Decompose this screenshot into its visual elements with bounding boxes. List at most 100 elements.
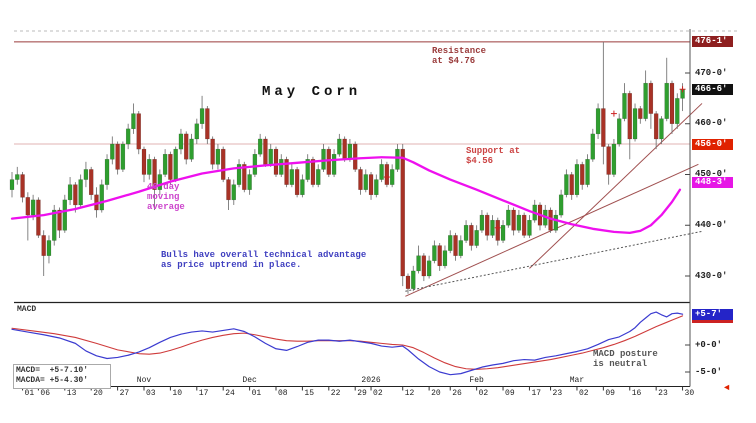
x-tick-label: 02 [373, 389, 383, 398]
candle-body [247, 174, 252, 190]
candle-body [511, 209, 516, 231]
candle-body [437, 245, 442, 267]
x-tick-label: 03 [146, 389, 156, 398]
price-axis-label: 456-0' [692, 138, 733, 150]
x-tick-label: 01 [251, 389, 262, 398]
macd-signal-line [11, 315, 684, 370]
candle-body [395, 148, 400, 170]
candle-body [585, 159, 590, 185]
candle-body [527, 219, 532, 236]
candle-body [405, 275, 411, 289]
candle-body [294, 169, 300, 196]
macd-posture-annotation: MACD posture is neutral [593, 349, 658, 369]
left-arrow-icon[interactable]: ◄ [724, 383, 730, 393]
candle-body [273, 148, 279, 175]
candle-body [379, 164, 384, 180]
candle-body [110, 143, 115, 160]
candle-body [36, 199, 41, 236]
x-month-label: 2026 [361, 376, 381, 385]
x-month-label: Feb [469, 376, 484, 385]
candle-body [57, 209, 62, 231]
candle-body [326, 148, 331, 175]
chart-title: May Corn [262, 84, 362, 100]
x-tick-label: 23 [552, 389, 563, 398]
x-tick-label: 29 [357, 389, 367, 398]
candle-body [231, 184, 236, 201]
price-axis-label: 470-0' [695, 67, 728, 78]
x-tick-label: 26 [452, 389, 462, 398]
x-month-label: Nov [136, 376, 152, 385]
candle-body [321, 148, 326, 170]
candle-body [363, 174, 368, 190]
candle-body [20, 174, 25, 198]
candle-body [168, 153, 173, 180]
candle-body [463, 225, 469, 241]
candle-body [115, 143, 120, 170]
x-tick-label: 06 [40, 389, 50, 398]
candle-body [442, 250, 448, 267]
candle-body [611, 143, 617, 175]
candle-body [120, 143, 126, 170]
support-annotation: Support at $4.56 [466, 146, 521, 166]
candle-body [353, 143, 358, 170]
candle-body [358, 169, 363, 190]
candle-body [622, 93, 627, 119]
candle-body [506, 209, 511, 226]
x-tick-label: 02 [578, 389, 589, 398]
macda-label-strip [692, 319, 733, 323]
x-tick-label: 17 [198, 389, 209, 398]
candle-body [88, 169, 94, 196]
candle-body [99, 184, 104, 211]
candle-body [125, 128, 131, 145]
candle-body [553, 214, 559, 231]
x-tick-label: 16 [631, 389, 642, 398]
x-tick-label: 01 [24, 389, 35, 398]
candle-body [41, 235, 46, 256]
x-tick-label: 08 [278, 389, 288, 398]
moving-average-annotation: 40 day moving average [147, 182, 185, 212]
candle-body [62, 199, 67, 231]
candle-body [659, 118, 664, 140]
candle-body [147, 159, 152, 175]
candle-body [178, 133, 184, 150]
macd-axis-label: +0-0' [695, 339, 723, 350]
candle-body [601, 108, 606, 147]
candle-body [316, 169, 321, 185]
candle-body [632, 108, 638, 140]
x-tick-label: 20 [93, 389, 103, 398]
candle-body [78, 179, 83, 206]
x-tick-label: 10 [172, 389, 182, 398]
candle-body [310, 159, 316, 185]
candle-body [580, 164, 585, 185]
candle-body [458, 240, 463, 256]
candle-body [432, 245, 437, 261]
candle-body [485, 214, 490, 236]
candle-body [675, 98, 680, 124]
candle-body [189, 138, 194, 160]
x-tick-label: 09 [505, 389, 515, 398]
candle-body [653, 113, 659, 140]
candle-body [569, 174, 574, 195]
bulls-annotation: Bulls have overall technical advantage a… [161, 250, 367, 270]
candle-body [331, 153, 337, 175]
candle-body [368, 174, 374, 195]
price-axis-label: 466-6' [692, 83, 733, 95]
price-axis-label: 448-3' [692, 177, 733, 189]
price-axis-label: 450-0' [695, 169, 728, 179]
x-month-label: Mar [569, 376, 585, 385]
candle-body [448, 235, 453, 251]
candle-body [500, 225, 506, 241]
candle-body [194, 123, 200, 140]
candle-body [141, 148, 147, 175]
x-tick-label: 09 [605, 389, 615, 398]
x-tick-label: 23 [658, 389, 668, 398]
candle-body [199, 108, 205, 124]
candle-body [131, 113, 136, 130]
candle-body [9, 179, 15, 190]
candle-body [279, 159, 284, 175]
candle-body [342, 138, 347, 160]
candle-body [564, 174, 569, 195]
candle-body [157, 174, 163, 190]
x-tick-label: 30 [684, 389, 695, 398]
